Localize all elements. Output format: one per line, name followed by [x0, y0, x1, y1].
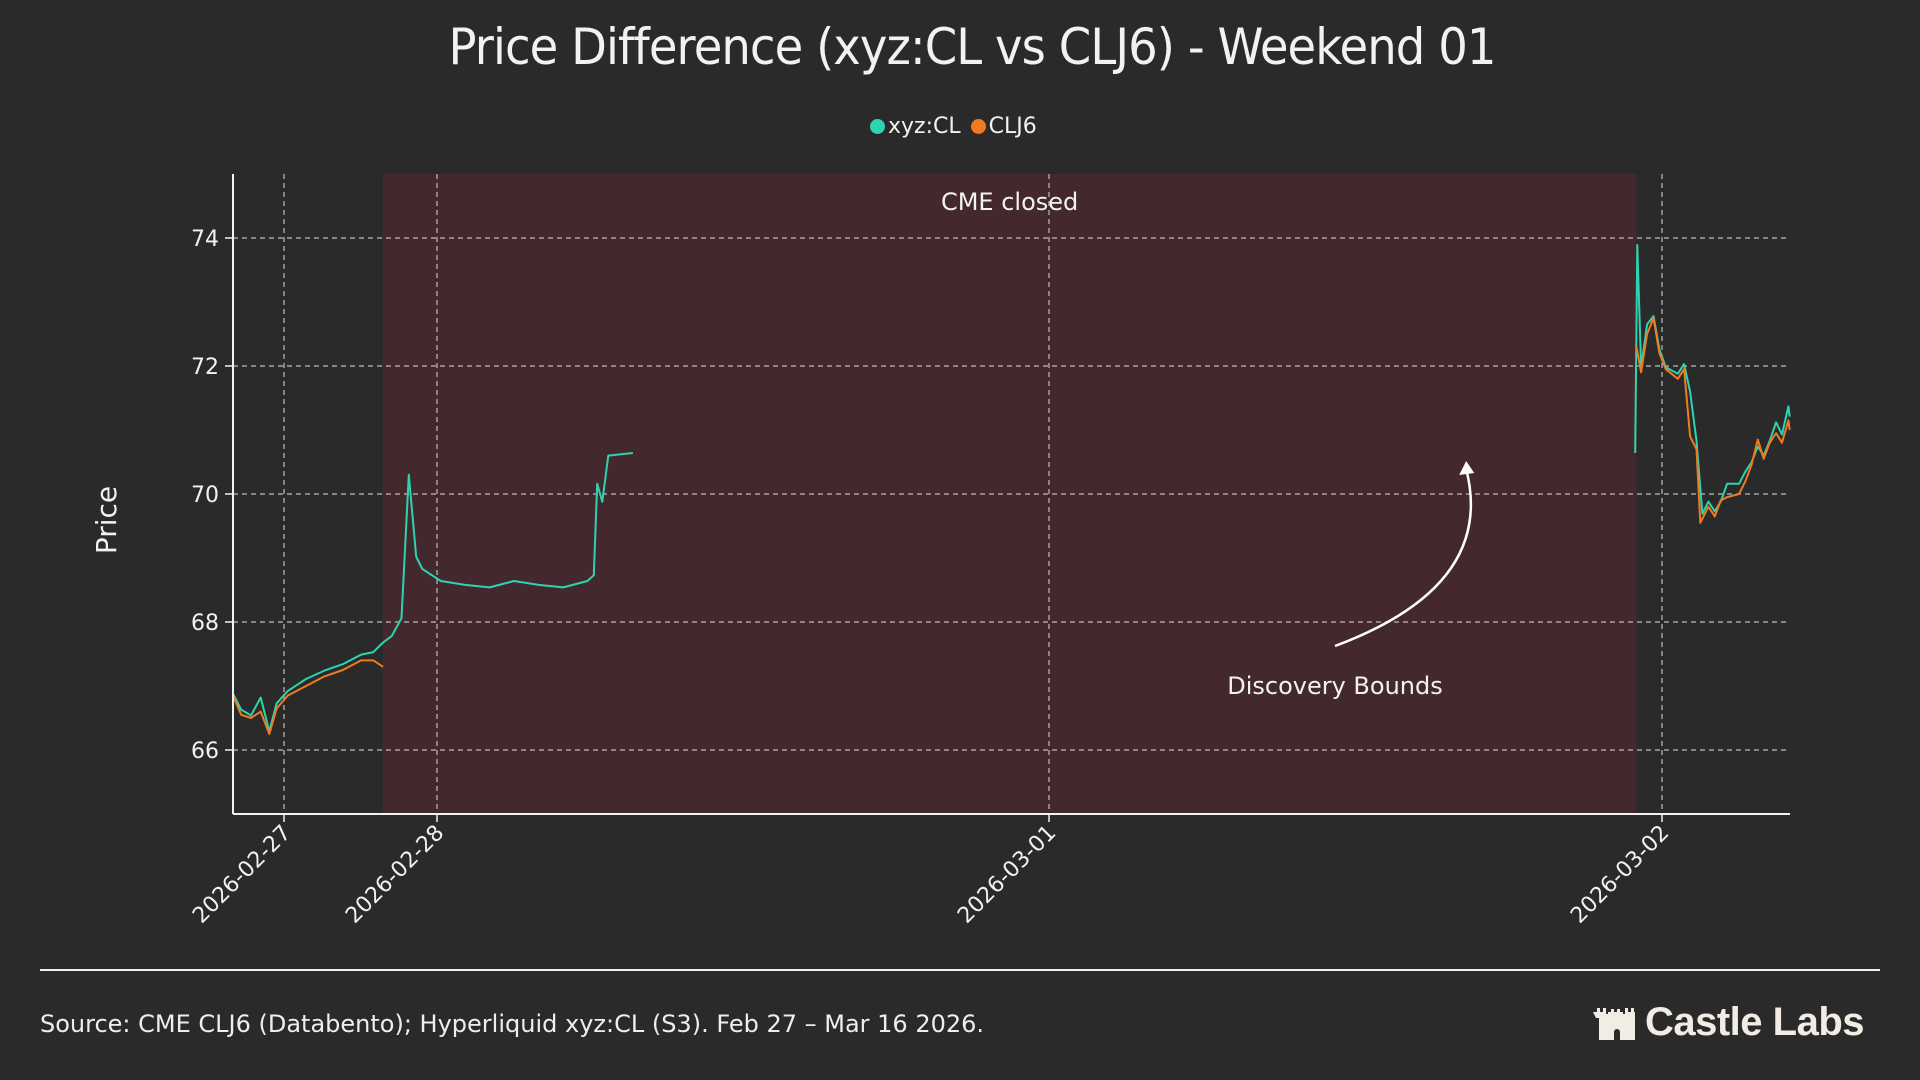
annotation-label: Discovery Bounds [1227, 672, 1443, 700]
y-tick-label: 70 [191, 483, 219, 508]
arrow-head-icon [1459, 461, 1475, 476]
legend-item-clj6: CLJ6 [970, 114, 1037, 139]
annotation-arrow [1334, 468, 1473, 648]
legend-label-clj6: CLJ6 [988, 114, 1037, 139]
x-tick-label: 2026-03-02 [1566, 821, 1674, 929]
series-line-xyz-cl [232, 452, 634, 733]
legend-marker-xyz-cl [870, 119, 885, 134]
y-tick-label: 68 [191, 611, 219, 636]
y-tick-label: 72 [191, 355, 219, 380]
x-tick-label: 2026-02-27 [188, 821, 296, 929]
chart-title: Price Difference (xyz:CL vs CLJ6) - Week… [448, 18, 1496, 76]
source-note: Source: CME CLJ6 (Databento); Hyperliqui… [40, 1010, 985, 1038]
logo-text: Castle Labs [1644, 1000, 1865, 1044]
series-line-clj6 [232, 659, 384, 735]
x-tick-label: 2026-02-28 [341, 821, 449, 929]
legend-item-xyz-cl: xyz:CL [870, 114, 961, 139]
cme-closed-label: CME closed [941, 188, 1078, 216]
y-axis-label: Price [90, 486, 123, 554]
series-line-xyz-cl [1634, 244, 1791, 515]
y-tick-label: 66 [191, 739, 219, 764]
footer-divider [40, 969, 1880, 971]
legend: xyz:CL CLJ6 [870, 114, 1043, 139]
castle-icon [1592, 1007, 1635, 1040]
y-tick-label: 74 [191, 227, 219, 252]
castle-labs-logo: Castle Labs [1592, 1000, 1865, 1045]
x-tick-label: 2026-03-01 [953, 821, 1061, 929]
legend-marker-clj6 [970, 119, 986, 134]
series-line-clj6 [1635, 317, 1791, 524]
legend-label-xyz-cl: xyz:CL [888, 114, 961, 139]
